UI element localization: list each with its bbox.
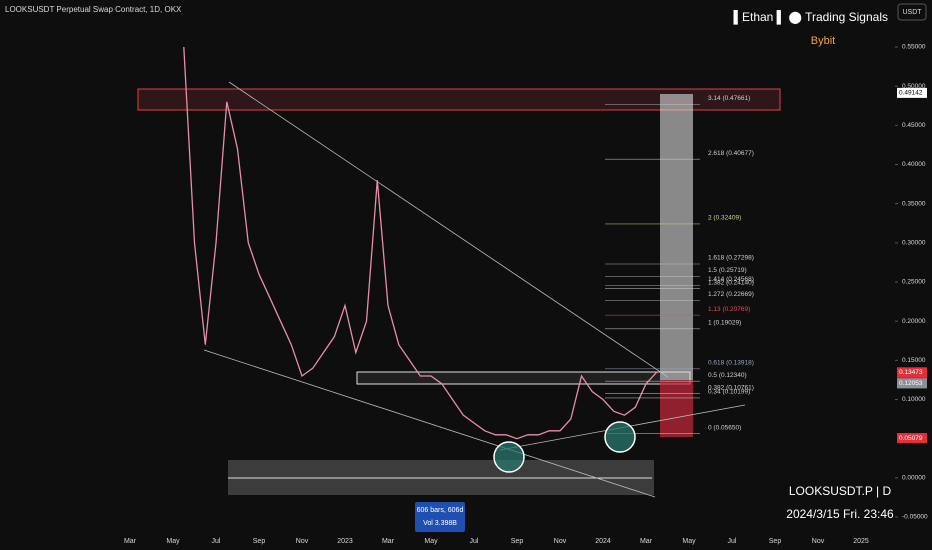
x-tick-label: 2023 — [337, 538, 353, 545]
price-badge-label: 0.49142 — [899, 90, 923, 97]
x-tick-label: Sep — [253, 538, 266, 545]
price-badge — [897, 367, 927, 378]
fib-label: 3.14 (0.47661) — [708, 95, 750, 102]
fib-label: 1.382 (0.24140) — [708, 279, 754, 286]
price-line — [183, 46, 658, 440]
x-tick-label: Jul — [470, 538, 479, 545]
fib-label: 1.5 (0.25719) — [708, 267, 747, 274]
x-tick-label: Nov — [554, 538, 567, 545]
fib-label: 1 (0.19029) — [708, 319, 741, 326]
price-badge-label: 0.12053 — [899, 380, 923, 387]
price-badge — [897, 433, 927, 444]
x-tick-label: Mar — [124, 538, 137, 545]
fib-label: 0.34 (0.10199) — [708, 389, 750, 396]
currency[interactable]: USDT — [902, 9, 922, 16]
fib-label: 1.272 (0.22669) — [708, 291, 754, 298]
stop-box — [660, 380, 693, 437]
y-tick-label: 0.25000 — [902, 279, 926, 286]
measure-volume: Vol 3.398B — [423, 520, 457, 527]
measure-bars: 606 bars, 606d — [417, 507, 464, 514]
exchange: Bybit — [811, 35, 835, 47]
y-tick-label: 0.45000 — [902, 122, 926, 129]
y-tick-label: 0.55000 — [902, 44, 926, 51]
x-tick-label: May — [424, 538, 438, 545]
x-tick-label: Sep — [511, 538, 524, 545]
y-tick-label: -0.05000 — [902, 514, 928, 521]
price-badge-label: 0.13473 — [899, 369, 923, 376]
highlight-circle — [604, 421, 636, 453]
symbol-title: LOOKSUSDT Perpetual Swap Contract, 1D, O… — [5, 5, 182, 14]
y-tick-label: 0.15000 — [902, 357, 926, 364]
support-zone — [356, 371, 691, 385]
plot — [183, 46, 700, 440]
y-tick-label: 0.00000 — [902, 475, 926, 482]
x-tick-label: May — [166, 538, 180, 545]
measure-tooltip — [415, 502, 465, 532]
fib-label: 0.618 (0.13918) — [708, 360, 754, 367]
datetime: 2024/3/15 Fri. 23:46 — [786, 507, 894, 521]
trendline — [228, 81, 669, 378]
x-tick-label: Nov — [296, 538, 309, 545]
x-tick-label: Jul — [728, 538, 737, 545]
x-tick-label: Jul — [212, 538, 221, 545]
x-tick-label: Nov — [812, 538, 825, 545]
fib-label: 2.618 (0.40677) — [708, 150, 754, 157]
target-box — [660, 94, 693, 380]
highlight-circle — [493, 441, 525, 473]
brand: ▌Ethan ▌ ⬤ Trading Signals — [733, 10, 888, 25]
x-tick-label: May — [682, 538, 696, 545]
fib-label: 0.382 (0.10761) — [708, 384, 754, 391]
fib-label: 0 (0.05650) — [708, 424, 741, 431]
fib-label: 2 (0.32409) — [708, 215, 741, 222]
price-badge-label: 0.05079 — [899, 435, 923, 442]
y-tick-label: 0.10000 — [902, 396, 926, 403]
x-tick-label: Mar — [382, 538, 395, 545]
x-tick-label: Sep — [769, 538, 782, 545]
trendline — [203, 349, 656, 498]
fib-label: 1.414 (0.24568) — [708, 276, 754, 283]
y-tick-label: 0.50000 — [902, 83, 926, 90]
x-tick-label: 2025 — [853, 538, 869, 545]
currency-button[interactable] — [897, 3, 927, 21]
ticker: LOOKSUSDT.P | D — [789, 484, 892, 498]
fib-label: 0.5 (0.12340) — [708, 372, 747, 379]
y-tick-label: 0.40000 — [902, 161, 926, 168]
fib-label: 1.618 (0.27298) — [708, 255, 754, 262]
y-tick-label: 0.35000 — [902, 200, 926, 207]
y-tick-label: 0.30000 — [902, 240, 926, 247]
price-badge — [897, 378, 927, 389]
fib-label: 1.13 (0.20769) — [708, 306, 750, 313]
y-tick-label: 0.20000 — [902, 318, 926, 325]
x-tick-label: 2024 — [595, 538, 611, 545]
price-badge — [897, 87, 927, 98]
x-tick-label: Mar — [640, 538, 653, 545]
